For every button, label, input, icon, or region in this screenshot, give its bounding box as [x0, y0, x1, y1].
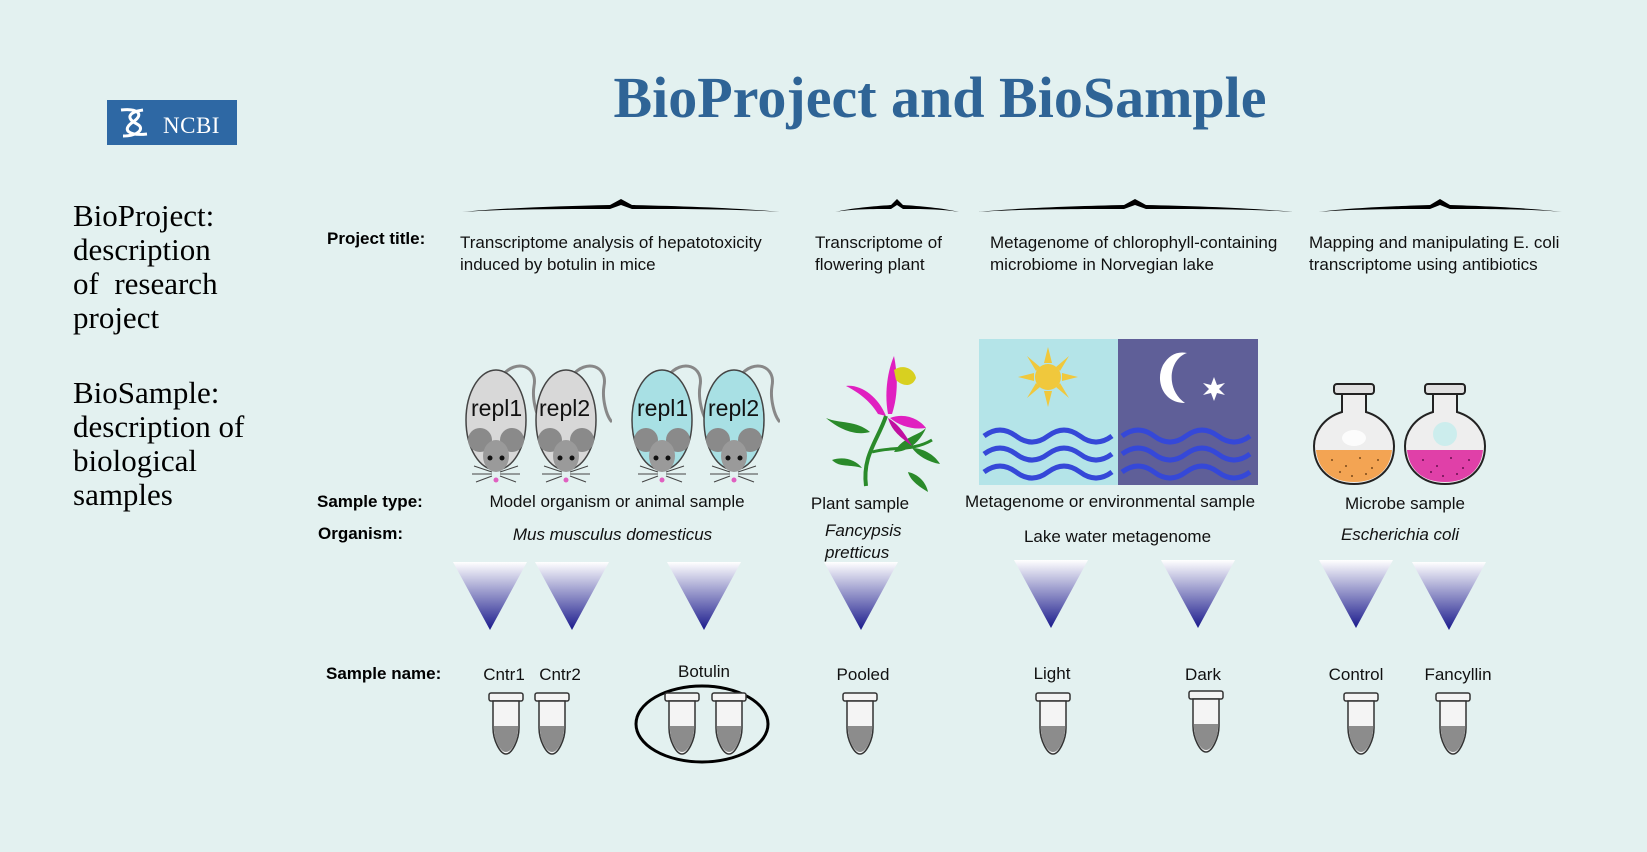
- funnel-triangle: [1412, 562, 1486, 630]
- heading-line: biological: [73, 443, 197, 478]
- mouse-icon: [535, 364, 612, 483]
- organism-text: Escherichia coli: [1340, 525, 1460, 544]
- project-title-label: Project title:: [327, 229, 426, 248]
- title-line: Mapping and manipulating E. coli: [1309, 233, 1560, 252]
- bioproject-heading: BioProject: description of research proj…: [73, 199, 218, 335]
- title-line: microbiome in Norvegian lake: [990, 255, 1214, 274]
- flask-pink-icon: [1403, 383, 1487, 486]
- replicate-label: repl1: [471, 395, 523, 421]
- biosample-heading: BioSample: description of biological sam…: [73, 376, 244, 512]
- flower-icon: [826, 356, 940, 492]
- sample-name-text: Pooled: [836, 665, 890, 684]
- funnel-triangle: [453, 562, 527, 630]
- heading-line: of research: [73, 266, 218, 301]
- mouse-icon: [631, 364, 708, 483]
- funnel-triangle: [667, 562, 741, 630]
- logo-text: NCBI: [163, 113, 220, 138]
- sample-name-text: Cntr2: [539, 665, 581, 684]
- sample-tube-icon: [1035, 692, 1071, 755]
- water-waves: [982, 427, 1252, 481]
- organism-label: Organism:: [318, 524, 404, 543]
- title-line: Transcriptome of: [815, 233, 942, 252]
- funnel-triangle: [535, 562, 609, 630]
- replicate-label: repl1: [637, 395, 689, 421]
- sample-type-text: Model organism or animal sample: [489, 492, 745, 511]
- title-line: induced by botulin in mice: [460, 255, 656, 274]
- heading-line: description of: [73, 409, 245, 444]
- lake-day-night-icon: [979, 339, 1258, 485]
- sample-name-text: Control: [1328, 665, 1384, 684]
- sample-tube-icon: [1188, 690, 1224, 753]
- heading-line: BioProject:: [73, 198, 215, 233]
- organism-text: Mus musculus domesticus: [512, 525, 713, 544]
- sample-tube-icon: [664, 692, 700, 755]
- funnel-triangle: [1014, 560, 1088, 628]
- heading-line: project: [73, 300, 160, 335]
- sample-type-label: Sample type:: [317, 492, 423, 511]
- replicate-label: repl2: [539, 395, 591, 421]
- project-brace: [835, 199, 959, 212]
- funnel-triangle: [1319, 560, 1393, 628]
- moon-icon: [1159, 352, 1225, 403]
- funnel-triangle: [824, 562, 898, 630]
- sample-tube-icon: [534, 692, 570, 755]
- organism-text: Lake water metagenome: [1023, 527, 1212, 546]
- ncbi-helix-icon: [120, 108, 148, 138]
- heading-line: description: [73, 232, 211, 267]
- heading-line: BioSample:: [73, 375, 220, 410]
- ncbi-logo: NCBI: [107, 100, 237, 145]
- sample-tube-icon: [711, 692, 747, 755]
- page-title: BioProject and BioSample: [613, 65, 1267, 130]
- organism-line: pretticus: [825, 543, 890, 562]
- sample-name-text: Fancyllin: [1424, 665, 1492, 684]
- title-line: transcriptome using antibiotics: [1309, 255, 1538, 274]
- project-title-text: Transcriptome of flowering plant: [815, 232, 942, 276]
- project-title-text: Transcriptome analysis of hepatotoxicity…: [460, 232, 762, 276]
- project-brace: [462, 199, 780, 212]
- replicate-label: repl2: [708, 395, 760, 421]
- sample-tube-icon: [1435, 692, 1471, 755]
- sample-tube-icon: [488, 692, 524, 755]
- mouse-icon: [703, 364, 780, 483]
- mouse-icon: [465, 364, 542, 483]
- sample-tube-icon: [842, 692, 878, 755]
- title-line: Transcriptome analysis of hepatotoxicity: [460, 233, 762, 252]
- sample-name-text: Dark: [1185, 665, 1221, 684]
- title-line: Metagenome of chlorophyll-containing: [990, 233, 1278, 252]
- organism-line: Fancypsis: [825, 521, 902, 540]
- heading-line: samples: [73, 477, 173, 512]
- sample-type-text: Metagenome or environmental sample: [964, 492, 1256, 511]
- project-brace: [1318, 199, 1562, 212]
- sample-name-text: Botulin: [678, 662, 730, 681]
- title-line: flowering plant: [815, 255, 925, 274]
- sample-tube-icon: [1343, 692, 1379, 755]
- flask-orange-icon: [1312, 383, 1396, 486]
- project-title-text: Metagenome of chlorophyll-containing mic…: [990, 232, 1277, 276]
- sample-type-text: Plant sample: [810, 494, 910, 513]
- pooled-group-ellipse: [634, 684, 770, 764]
- sample-type-text: Microbe sample: [1345, 494, 1465, 513]
- project-brace: [978, 199, 1293, 212]
- sun-icon: [1018, 347, 1078, 407]
- project-title-text: Mapping and manipulating E. coli transcr…: [1309, 232, 1559, 276]
- organism-text: Fancypsis pretticus: [812, 520, 912, 564]
- sample-name-text: Cntr1: [483, 665, 525, 684]
- funnel-triangle: [1161, 560, 1235, 628]
- sample-name-text: Light: [1033, 664, 1071, 683]
- sample-name-label: Sample name:: [326, 664, 442, 683]
